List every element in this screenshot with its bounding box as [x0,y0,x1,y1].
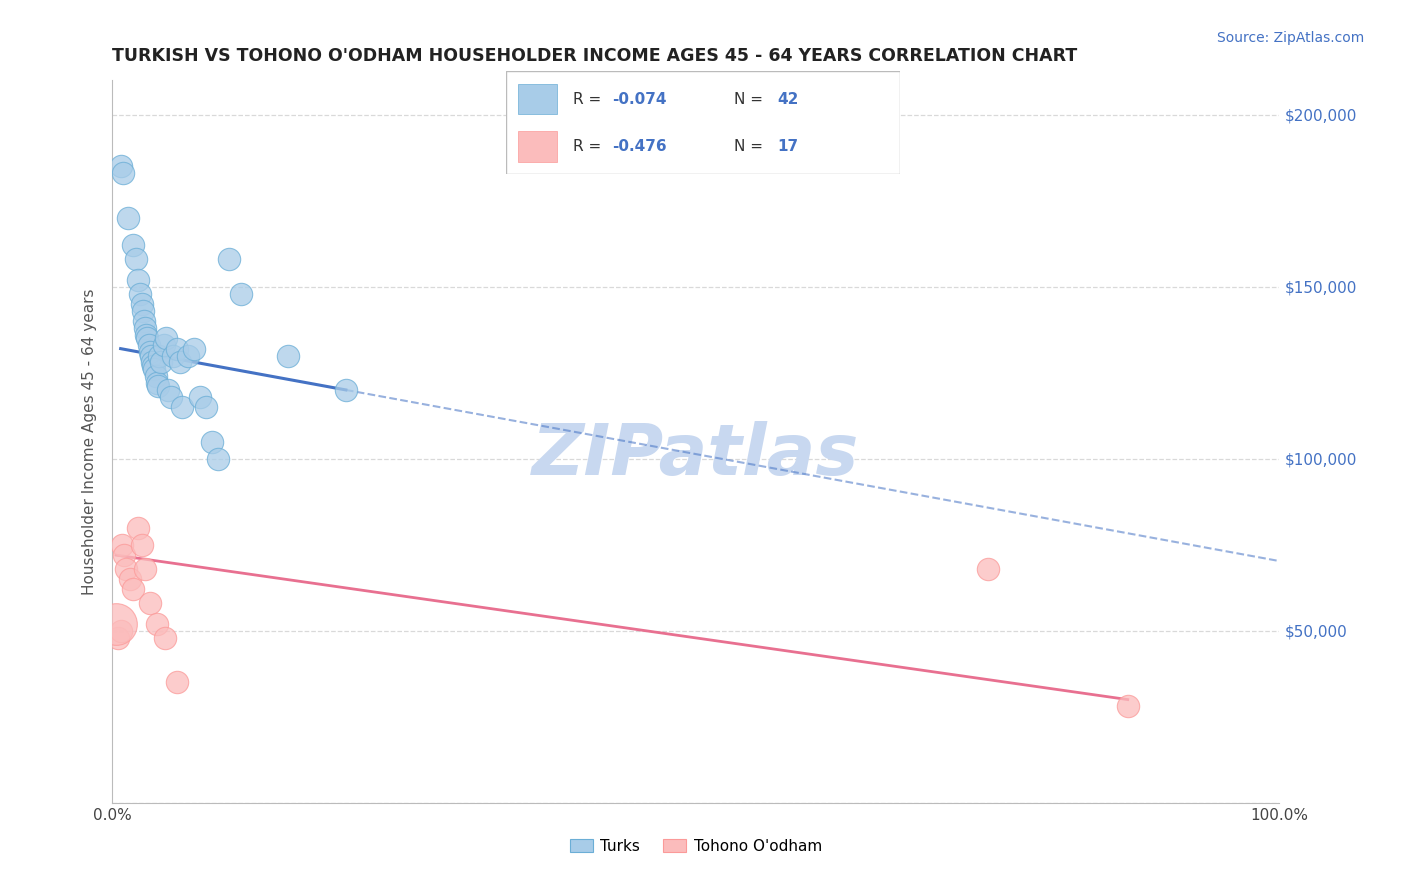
Point [145,369,167,384]
Point [153,338,176,352]
Point [166,675,188,690]
Point [218,252,240,267]
Point [122,238,145,252]
Text: R =: R = [574,92,606,106]
Point [153,631,176,645]
Point [177,349,200,363]
Point [112,548,135,562]
Text: N =: N = [734,92,768,106]
Point [183,342,205,356]
Legend: Turks, Tohono O'odham: Turks, Tohono O'odham [564,833,828,860]
Point [134,562,156,576]
Point [229,286,252,301]
Text: ZIPatlas: ZIPatlas [533,422,859,491]
Point [172,400,194,414]
Point [141,355,163,369]
Point [139,345,162,359]
Point [335,383,357,397]
Point [201,434,224,449]
Point [148,349,170,363]
Bar [517,131,557,161]
Point [129,286,152,301]
Point [166,342,188,356]
Point [160,390,183,404]
Point [207,451,229,466]
Point [1116,699,1139,714]
Point [138,338,160,352]
Point [122,582,145,597]
Point [276,349,298,363]
Point [134,321,156,335]
Point [150,355,173,369]
Point [135,327,157,342]
Point [146,376,169,390]
Point [132,303,155,318]
Text: 42: 42 [778,92,799,106]
Point [125,252,148,267]
Point [143,362,166,376]
Point [155,331,177,345]
Bar [517,84,557,114]
Point [111,538,134,552]
Point [146,379,169,393]
Point [146,616,169,631]
Point [162,349,184,363]
Point [111,166,134,180]
Point [142,359,165,373]
Point [169,355,191,369]
Point [110,624,132,638]
Point [127,520,149,534]
Text: N =: N = [734,139,768,153]
Text: 17: 17 [778,139,799,153]
Point [136,331,159,345]
Point [118,572,141,586]
Text: -0.476: -0.476 [613,139,666,153]
Text: -0.074: -0.074 [613,92,666,106]
FancyBboxPatch shape [506,71,900,174]
Point [157,383,180,397]
Point [110,159,132,173]
Text: TURKISH VS TOHONO O'ODHAM HOUSEHOLDER INCOME AGES 45 - 64 YEARS CORRELATION CHAR: TURKISH VS TOHONO O'ODHAM HOUSEHOLDER IN… [112,47,1078,65]
Point [115,562,138,576]
Point [194,400,217,414]
Point [104,616,127,631]
Point [139,349,162,363]
Point [976,562,998,576]
Text: R =: R = [574,139,606,153]
Point [132,314,155,328]
Point [131,538,153,552]
Y-axis label: Householder Income Ages 45 - 64 years: Householder Income Ages 45 - 64 years [82,288,97,595]
Point [139,596,162,610]
Point [188,390,211,404]
Point [117,211,139,225]
Text: Source: ZipAtlas.com: Source: ZipAtlas.com [1216,31,1364,45]
Point [131,297,153,311]
Point [127,273,149,287]
Point [107,631,129,645]
